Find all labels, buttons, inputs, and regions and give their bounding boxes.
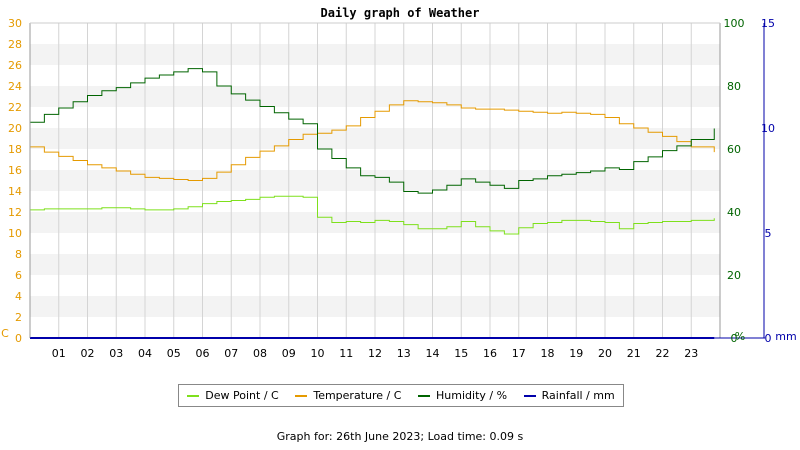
y-tick-label-temperature: 10 [8, 227, 22, 240]
y-tick-label-temperature: 4 [15, 290, 22, 303]
x-tick-label-hour: 18 [541, 347, 555, 360]
x-tick-label-hour: 12 [368, 347, 382, 360]
legend-label-humidity: Humidity / % [436, 389, 508, 402]
x-tick-label-hour: 09 [282, 347, 296, 360]
y-tick-label-temperature: 20 [8, 122, 22, 135]
x-tick-label-hour: 06 [196, 347, 210, 360]
y-axis-unit-rainfall: mm [775, 330, 796, 343]
legend-swatch-humidity [418, 394, 431, 397]
x-tick-label-hour: 04 [138, 347, 152, 360]
x-tick-label-hour: 11 [339, 347, 353, 360]
x-tick-label-hour: 01 [52, 347, 66, 360]
legend-label-temperature: Temperature / C [313, 389, 402, 402]
x-tick-label-hour: 15 [454, 347, 468, 360]
y-tick-label-temperature: 14 [8, 185, 22, 198]
y-tick-label-temperature: 18 [8, 143, 22, 156]
y-tick-label-humidity: 40 [727, 206, 741, 219]
legend-item-humidity: Humidity / % [418, 389, 507, 402]
x-tick-label-hour: 10 [311, 347, 325, 360]
graph-footer: Graph for: 26th June 2023; Load time: 0.… [276, 430, 524, 443]
chart-legend: Dew Point / C Temperature / C Humidity /… [178, 384, 624, 407]
y-tick-label-temperature: 2 [15, 311, 22, 324]
y-tick-label-temperature: 24 [8, 80, 22, 93]
y-tick-label-temperature: 16 [8, 164, 22, 177]
x-tick-label-hour: 22 [656, 347, 670, 360]
y-tick-label-rainfall: 5 [765, 227, 772, 240]
chart-title: Daily graph of Weather [321, 6, 480, 20]
legend-label-dew-point: Dew Point / C [205, 389, 279, 402]
y-tick-label-humidity: 80 [727, 80, 741, 93]
y-tick-label-rainfall: 10 [761, 122, 775, 135]
x-tick-label-hour: 17 [512, 347, 526, 360]
y-tick-label-humidity: 60 [727, 143, 741, 156]
legend-swatch-rainfall [523, 394, 536, 397]
y-tick-label-temperature: 26 [8, 59, 22, 72]
x-tick-label-hour: 02 [81, 347, 95, 360]
y-tick-label-temperature: 22 [8, 101, 22, 114]
y-tick-label-humidity: 0 [731, 332, 738, 345]
legend-swatch-dew-point [187, 394, 200, 397]
series-line-humidity [30, 68, 715, 194]
y-tick-label-rainfall: 0 [765, 332, 772, 345]
legend-item-dew-point: Dew Point / C [187, 389, 279, 402]
x-tick-label-hour: 20 [598, 347, 612, 360]
y-tick-label-temperature: 30 [8, 17, 22, 30]
y-tick-label-temperature: 0 [15, 332, 22, 345]
legend-swatch-temperature [295, 394, 308, 397]
x-tick-label-hour: 08 [253, 347, 267, 360]
x-tick-label-hour: 16 [483, 347, 497, 360]
x-tick-label-hour: 19 [569, 347, 583, 360]
chart-axes [29, 22, 765, 339]
x-tick-label-hour: 21 [627, 347, 641, 360]
y-tick-label-temperature: 12 [8, 206, 22, 219]
y-tick-label-rainfall: 15 [761, 17, 775, 30]
y-tick-label-humidity: 20 [727, 269, 741, 282]
legend-label-rainfall: Rainfall / mm [541, 389, 615, 402]
series-line-dew-point [30, 195, 715, 235]
legend-item-rainfall: Rainfall / mm [523, 389, 615, 402]
legend-item-temperature: Temperature / C [295, 389, 401, 402]
y-axis-unit-humidity: % [735, 330, 745, 343]
x-tick-label-hour: 07 [224, 347, 238, 360]
series-line-temperature [30, 100, 715, 181]
x-tick-label-hour: 13 [397, 347, 411, 360]
x-tick-label-hour: 05 [167, 347, 181, 360]
x-tick-label-hour: 14 [426, 347, 440, 360]
y-tick-label-humidity: 100 [724, 17, 745, 30]
y-tick-label-temperature: 6 [15, 269, 22, 282]
y-tick-label-temperature: 28 [8, 38, 22, 51]
y-tick-label-temperature: 8 [15, 248, 22, 261]
x-tick-label-hour: 03 [109, 347, 123, 360]
y-axis-unit-temperature: C [1, 327, 9, 340]
x-tick-label-hour: 23 [684, 347, 698, 360]
